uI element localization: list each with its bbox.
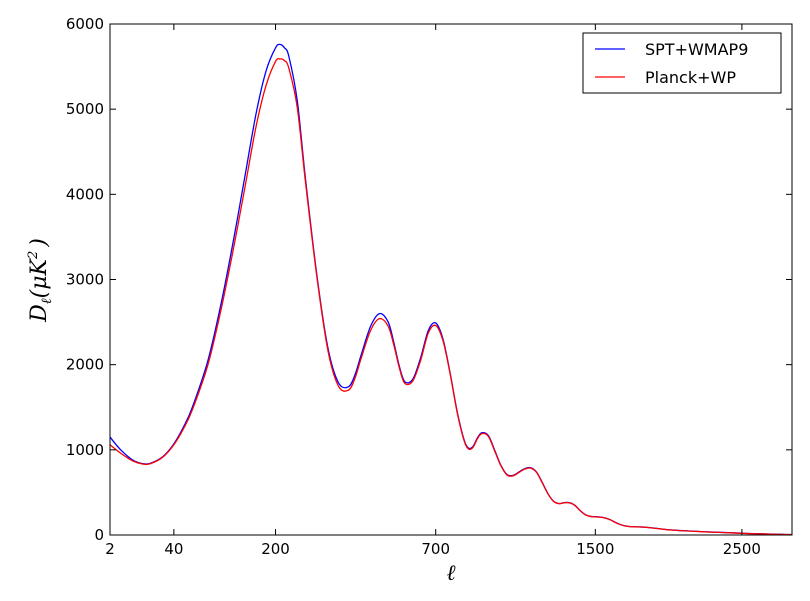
legend: SPT+WMAP9 Planck+WP [582, 32, 782, 94]
legend-label-spt-wmap9: SPT+WMAP9 [645, 40, 748, 59]
x-tick-label-2: 2 [105, 540, 115, 558]
series-layer [110, 43, 792, 535]
legend-label-planck-wp: Planck+WP [645, 68, 736, 87]
x-axis-label: ℓ [446, 561, 456, 586]
y-tick-label-6000: 6000 [66, 15, 104, 33]
x-tick-label-200: 200 [261, 540, 290, 558]
x-tick-label-1500: 1500 [576, 540, 614, 558]
series-line-planck-wp [110, 57, 792, 535]
y-tick-label-0: 0 [94, 526, 104, 544]
y-axis-label-unit: (μK [27, 257, 52, 298]
y-tick-label-1000: 1000 [66, 441, 104, 459]
y-axis-label-close: ) [27, 238, 52, 248]
x-tick-label-700: 700 [421, 540, 450, 558]
y-tick-label-3000: 3000 [66, 271, 104, 289]
y-axis-label-main: D [27, 304, 52, 323]
y-tick-label-2000: 2000 [66, 356, 104, 374]
ticks-layer: 2 40 200 700 1500 2500 0 1000 2000 3000 4000 5000 60… [66, 15, 792, 558]
legend-box [582, 32, 782, 94]
y-tick-label-5000: 5000 [66, 100, 104, 118]
y-tick-label-4000: 4000 [66, 185, 104, 203]
y-axis-label-exp: 2 [26, 251, 41, 260]
y-axis-label-sub: ℓ [39, 298, 55, 304]
y-axis-label: Dℓ(μK2) [26, 238, 55, 323]
x-tick-label-40: 40 [164, 540, 183, 558]
x-tick-label-2500: 2500 [723, 540, 761, 558]
